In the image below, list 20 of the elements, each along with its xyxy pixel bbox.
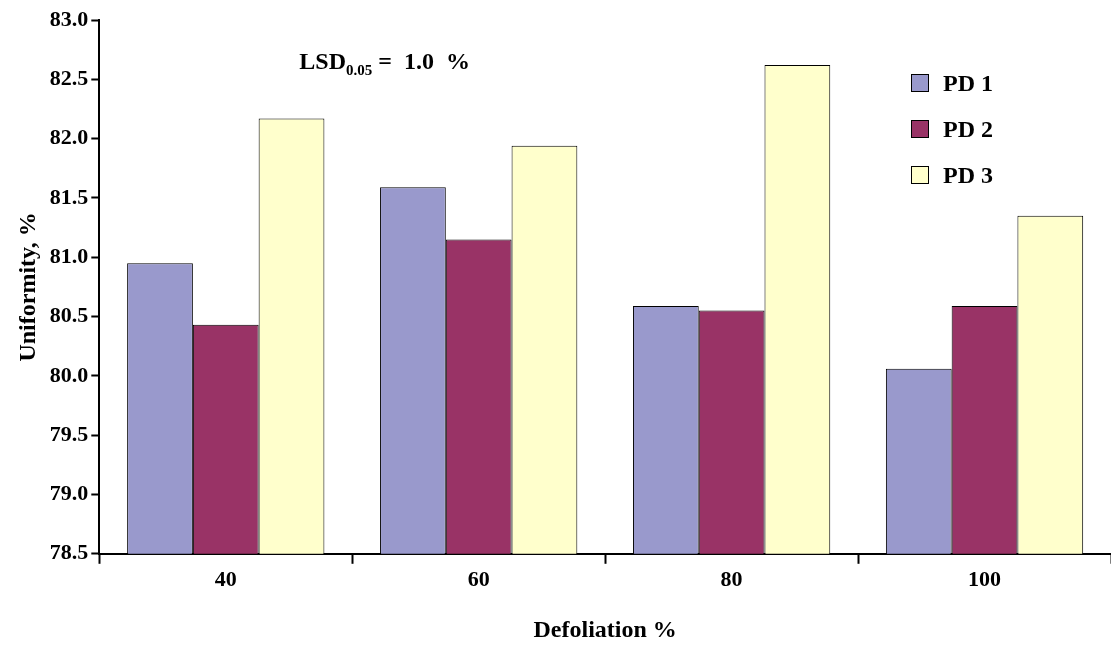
x-tick-label: 60 [467, 565, 490, 591]
annotation: LSD$_{0.05}$ = 1.0 % [299, 48, 470, 79]
y-tick-label: 82.0 [49, 124, 89, 150]
y-tick-label: 81.5 [49, 183, 89, 209]
y-tick-label: 83.0 [49, 5, 89, 31]
y-tick-label: 78.5 [49, 539, 89, 565]
y-tick-label: 80.0 [49, 361, 89, 387]
legend-label: PD 3 [943, 161, 993, 189]
y-tick-label: 82.5 [49, 65, 89, 90]
x-tick-label: 40 [214, 565, 237, 591]
x-axis-title: Defoliation % [533, 615, 677, 642]
y-tick-label: 79.0 [49, 480, 89, 506]
x-tick-label: 80 [720, 565, 743, 591]
legend-label: PD 1 [943, 69, 993, 97]
y-axis-title: Uniformity, % [13, 212, 40, 362]
y-tick-label: 79.5 [49, 420, 89, 446]
legend-label: PD 2 [943, 115, 993, 143]
x-tick-label: 100 [968, 565, 1002, 591]
y-tick-label: 81.0 [49, 242, 89, 268]
y-tick-label: 80.5 [49, 302, 89, 328]
